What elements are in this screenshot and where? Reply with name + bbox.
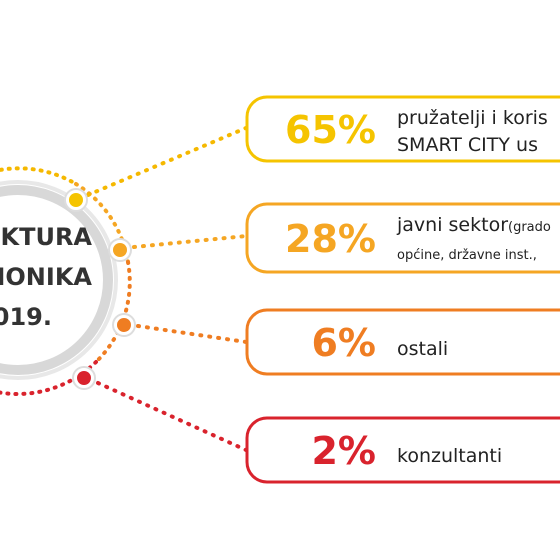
item-label: SMART CITY us	[397, 134, 538, 156]
item-label-note: (grado	[508, 220, 551, 235]
item-percent: 28%	[285, 217, 376, 261]
node	[77, 371, 91, 385]
connector	[132, 234, 248, 249]
node	[117, 318, 131, 332]
item-percent: 2%	[311, 429, 376, 473]
item-label-part: javni sektor	[396, 214, 508, 236]
item-box	[245, 308, 560, 376]
item-box	[245, 416, 560, 484]
item-percent: 6%	[311, 321, 376, 365]
connector	[86, 126, 248, 197]
item-box	[245, 202, 560, 274]
item-percent: 65%	[285, 108, 376, 152]
connector	[136, 324, 248, 344]
item-label: konzultanti	[397, 445, 502, 467]
center-line: RUKTURA	[0, 223, 92, 251]
node	[69, 193, 83, 207]
connector	[96, 381, 248, 452]
node	[113, 243, 127, 257]
center-line: DIONIKA	[0, 263, 92, 291]
outer-ring	[0, 180, 118, 380]
center-line: 2019.	[0, 303, 52, 331]
item-label: javni sektor(grado	[396, 214, 551, 236]
item-box	[245, 95, 560, 163]
item-label: općine, državne inst.,	[397, 248, 537, 263]
item-label: ostali	[397, 338, 448, 360]
center-circle	[0, 185, 113, 375]
item-label: pružatelji i koris	[397, 107, 548, 129]
